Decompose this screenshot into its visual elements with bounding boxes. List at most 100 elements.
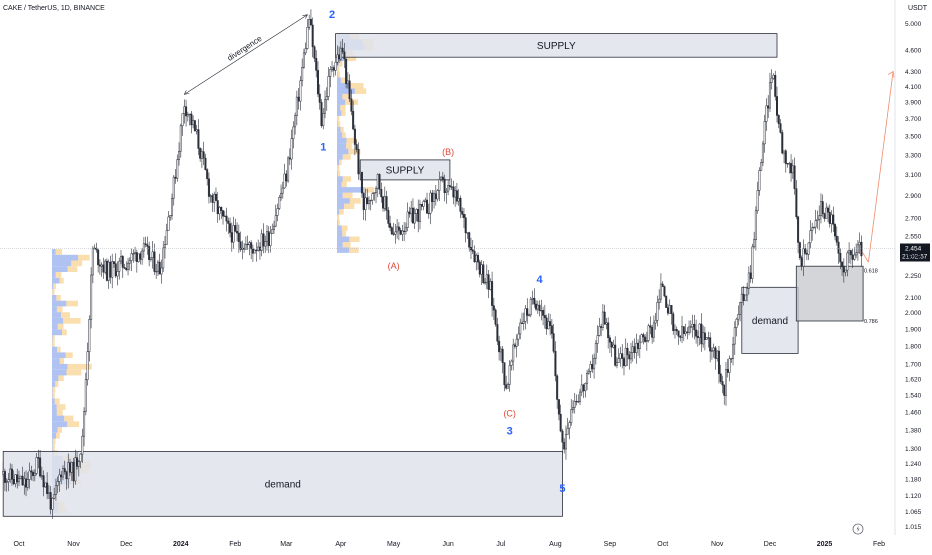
candle-body bbox=[238, 233, 240, 242]
zone-rect[interactable] bbox=[796, 266, 863, 321]
candle-body bbox=[725, 370, 727, 396]
y-tick-label: 3.300 bbox=[905, 152, 922, 159]
candle-body bbox=[767, 106, 769, 108]
candle-body bbox=[581, 385, 583, 392]
candle-body bbox=[479, 262, 481, 274]
candle-body bbox=[338, 55, 340, 59]
candle-body bbox=[637, 343, 639, 349]
x-tick-label: Jul bbox=[496, 541, 505, 548]
candle-body bbox=[483, 265, 485, 283]
volume-profile-bar bbox=[337, 209, 339, 215]
candle-body bbox=[308, 19, 310, 27]
volume-profile-bar bbox=[52, 266, 68, 272]
volume-profile-bar bbox=[337, 116, 339, 122]
candle-body bbox=[24, 479, 26, 485]
candle-body bbox=[124, 267, 126, 268]
volume-profile-bar bbox=[52, 289, 54, 295]
candle-body bbox=[567, 428, 569, 434]
wave-label: (A) bbox=[388, 261, 400, 271]
candle-body bbox=[249, 243, 251, 245]
candle-body bbox=[29, 471, 31, 480]
candle-body bbox=[690, 327, 692, 328]
volume-profile-bar bbox=[338, 171, 341, 177]
volume-profile-bar bbox=[57, 410, 63, 416]
candle-body bbox=[843, 267, 845, 272]
candle-body bbox=[48, 493, 50, 494]
candle-body bbox=[437, 191, 439, 200]
candle-body bbox=[505, 385, 507, 389]
volume-profile-bar bbox=[337, 138, 347, 144]
candle-body bbox=[409, 212, 411, 214]
candle-body bbox=[366, 198, 368, 204]
candle-body bbox=[834, 224, 836, 236]
volume-profile-bar bbox=[67, 370, 82, 376]
candle-body bbox=[324, 100, 326, 113]
candle-body bbox=[803, 249, 805, 267]
candle-body bbox=[607, 323, 609, 338]
volume-profile-bar bbox=[337, 220, 338, 226]
candle-body bbox=[375, 189, 377, 193]
volume-profile-bar bbox=[52, 295, 56, 301]
candle-body bbox=[570, 410, 572, 423]
candle-body bbox=[117, 271, 119, 276]
candle-body bbox=[614, 345, 616, 365]
candle-body bbox=[215, 194, 217, 200]
volume-profile-bar bbox=[337, 143, 346, 149]
candle-body bbox=[34, 473, 36, 475]
candle-body bbox=[134, 253, 136, 254]
candle-body bbox=[279, 197, 281, 208]
candle-body bbox=[372, 194, 374, 201]
candle-body bbox=[221, 207, 223, 210]
volume-profile-bar bbox=[338, 220, 340, 226]
candle-body bbox=[613, 345, 615, 347]
candle-body bbox=[421, 204, 423, 206]
volume-profile-bar bbox=[56, 295, 60, 301]
candle-body bbox=[453, 187, 455, 197]
candle-body bbox=[120, 256, 122, 261]
volume-profile-bar bbox=[337, 72, 338, 78]
candle-body bbox=[799, 243, 801, 258]
candle-body bbox=[141, 251, 143, 259]
candle-body bbox=[810, 231, 812, 243]
x-tick-label: Nov bbox=[67, 541, 80, 548]
candle-body bbox=[185, 107, 187, 116]
candle-body bbox=[46, 483, 48, 494]
volume-profile-bar bbox=[52, 393, 53, 399]
candle-body bbox=[861, 242, 863, 256]
candle-body bbox=[651, 327, 653, 337]
volume-profile-bar bbox=[341, 127, 344, 133]
candle-body bbox=[206, 170, 208, 179]
volume-profile-bar bbox=[55, 398, 60, 404]
volume-profile-bar bbox=[66, 301, 78, 307]
candle-body bbox=[563, 442, 565, 449]
volume-profile-bar bbox=[52, 416, 64, 422]
y-tick-label: 1.540 bbox=[905, 393, 922, 400]
candle-body bbox=[588, 371, 590, 373]
candle-body bbox=[80, 454, 82, 462]
candle-body bbox=[599, 327, 601, 336]
volume-profile-bar bbox=[339, 209, 343, 215]
candle-body bbox=[488, 275, 490, 290]
candle-body bbox=[294, 116, 296, 127]
y-tick-label: 2.900 bbox=[905, 193, 922, 200]
candle-body bbox=[189, 114, 191, 115]
x-tick-label: Dec bbox=[120, 541, 133, 548]
candle-body bbox=[525, 309, 527, 322]
candle-body bbox=[67, 463, 69, 479]
candle-body bbox=[539, 305, 541, 311]
x-tick-label: 2025 bbox=[817, 541, 833, 548]
candle-body bbox=[177, 160, 179, 179]
volume-profile-bar bbox=[337, 67, 339, 73]
candle-body bbox=[680, 336, 682, 337]
candle-body bbox=[586, 373, 588, 383]
candle-body bbox=[764, 121, 766, 143]
candle-body bbox=[83, 412, 85, 437]
candle-body bbox=[486, 275, 488, 283]
candle-body bbox=[815, 221, 817, 228]
volume-profile-bar bbox=[60, 358, 64, 364]
candle-body bbox=[89, 319, 91, 351]
volume-profile-bar bbox=[53, 387, 56, 393]
volume-profile-bar bbox=[71, 261, 82, 267]
candle-body bbox=[99, 265, 101, 266]
